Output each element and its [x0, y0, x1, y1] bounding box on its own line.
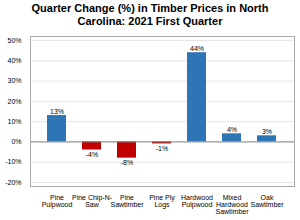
svg-text:Pine PlyLogs: Pine PlyLogs — [149, 194, 175, 209]
svg-text:13%: 13% — [50, 108, 64, 115]
svg-text:-1%: -1% — [156, 145, 168, 152]
svg-text:PinePulpwood: PinePulpwood — [42, 194, 73, 209]
svg-text:20%: 20% — [7, 98, 21, 105]
svg-text:10%: 10% — [7, 118, 21, 125]
svg-text:-20%: -20% — [5, 179, 21, 186]
svg-text:HardwoodPulpwood: HardwoodPulpwood — [181, 194, 213, 209]
svg-text:4%: 4% — [227, 126, 237, 133]
svg-text:Pine Chip-N-Saw: Pine Chip-N-Saw — [72, 194, 113, 208]
svg-text:50%: 50% — [7, 37, 21, 44]
svg-text:-4%: -4% — [86, 151, 98, 158]
svg-text:30%: 30% — [7, 77, 21, 84]
svg-text:0%: 0% — [11, 138, 21, 145]
svg-text:-8%: -8% — [121, 159, 133, 166]
svg-text:PineSawtimber: PineSawtimber — [110, 194, 144, 208]
svg-text:MixedHardwoodSawtimber: MixedHardwoodSawtimber — [215, 194, 249, 215]
svg-text:-10%: -10% — [5, 158, 21, 165]
svg-text:40%: 40% — [7, 57, 21, 64]
svg-text:OakSawtimber: OakSawtimber — [250, 194, 284, 208]
svg-text:3%: 3% — [262, 128, 272, 135]
html-text:Quarter Change (%) in Timber P: Quarter Change (%) in Timber Prices in N… — [31, 2, 269, 27]
svg-text:44%: 44% — [190, 45, 204, 52]
